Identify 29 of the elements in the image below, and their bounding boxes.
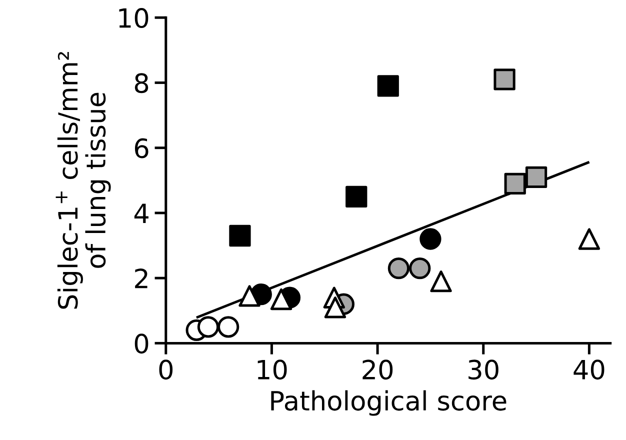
y-axis-title: Siglec-1$^{+}$ cells/mm² of lung tissue (56, 52, 111, 309)
x-tick-label: 10 (258, 360, 287, 380)
point (324, 296, 346, 318)
point (238, 285, 260, 307)
point (270, 288, 292, 310)
point (420, 228, 442, 250)
x-tick-label: 0 (159, 360, 173, 380)
point (197, 316, 220, 338)
y-tick-label: 6 (134, 138, 148, 158)
point (409, 257, 431, 280)
x-tick-label: 20 (362, 360, 393, 380)
y-tick-label: 2 (135, 268, 148, 288)
point (504, 172, 526, 194)
point (377, 75, 399, 97)
point (388, 257, 410, 280)
x-axis-title: Pathological score (271, 390, 506, 416)
x-tick-label: 30 (468, 360, 498, 380)
point (494, 68, 516, 90)
x-tick-label: 40 (574, 360, 604, 380)
y-tick-label: 8 (134, 73, 148, 94)
y-tick-label: 4 (134, 204, 148, 223)
y-tick-label: 0 (134, 334, 148, 354)
point (218, 316, 240, 338)
point (346, 186, 368, 208)
y-tick-label: 10 (119, 8, 148, 28)
point (430, 270, 452, 292)
point (525, 166, 548, 188)
point (229, 224, 251, 247)
point (578, 228, 600, 250)
